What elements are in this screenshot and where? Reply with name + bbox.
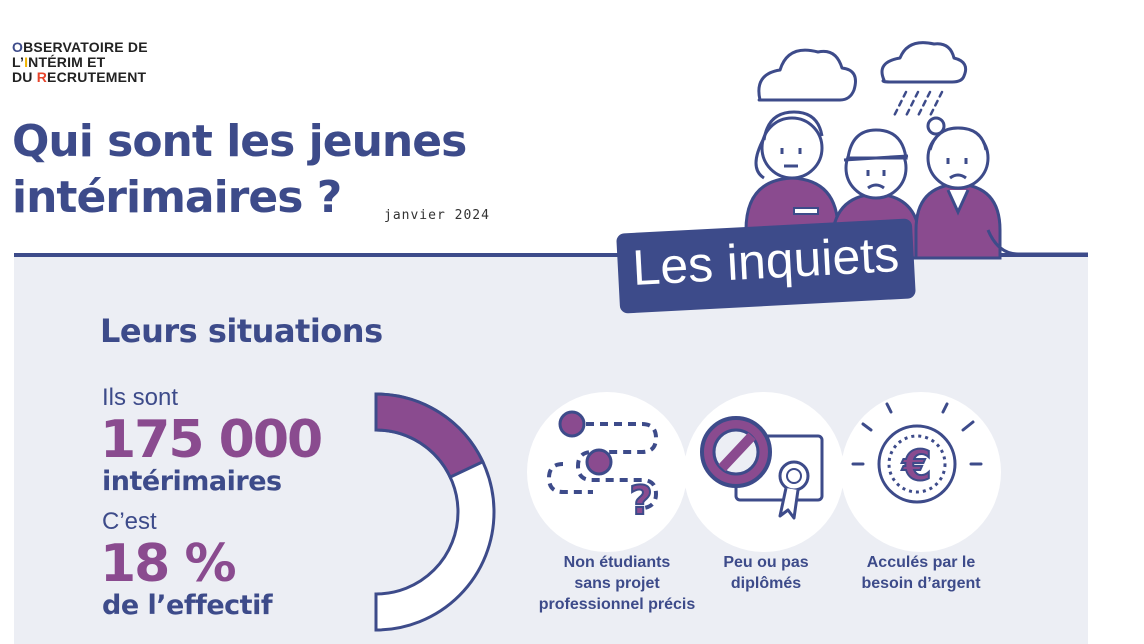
count-unit: intérimaires (102, 466, 282, 497)
title-line-2: intérimaires ? (12, 172, 342, 223)
observatoire-logo: OBSERVATOIRE DE L’INTÉRIM ET DU RECRUTEM… (12, 40, 148, 85)
logo-line-3: DU RECRUTEMENT (12, 69, 147, 85)
count-value: 175 000 (100, 410, 323, 470)
segment-tag-label: Les inquiets (631, 226, 901, 296)
share-value: 18 % (100, 534, 237, 594)
page-title: Qui sont les jeunes intérimaires ? (12, 114, 532, 226)
euro-coin-icon: € (851, 402, 983, 504)
header-divider (14, 253, 1088, 257)
no-diploma-icon (700, 416, 824, 520)
svg-text:€: € (901, 441, 931, 490)
title-line-1: Qui sont les jeunes (12, 116, 467, 167)
trait-circle-money: € (841, 392, 1001, 552)
share-unit: de l’effectif (102, 590, 273, 621)
share-intro: C’est (102, 508, 157, 535)
publication-date: janvier 2024 (384, 208, 490, 223)
logo-line-2: L’INTÉRIM ET (12, 54, 106, 70)
trait-caption-money: Acculés par le besoin d’argent (861, 554, 981, 592)
worried-people-illustration (744, 41, 1088, 260)
segment-tag: Les inquiets (616, 218, 916, 314)
trait-caption-diploma: Peu ou pas diplômés (723, 554, 809, 592)
logo-line-1: OBSERVATOIRE DE (12, 39, 148, 55)
trait-circle-no-project: ? (527, 392, 687, 552)
section-heading: Leurs situations (100, 312, 383, 350)
share-gauge (374, 392, 496, 632)
count-intro: Ils sont (102, 384, 179, 411)
path-question-icon: ? (546, 410, 659, 525)
svg-text:?: ? (629, 478, 652, 524)
trait-circle-diploma (684, 392, 844, 552)
gauge-fill-share (374, 392, 485, 480)
trait-caption-no-project: Non étudiants sans projet professionnel … (538, 554, 696, 613)
